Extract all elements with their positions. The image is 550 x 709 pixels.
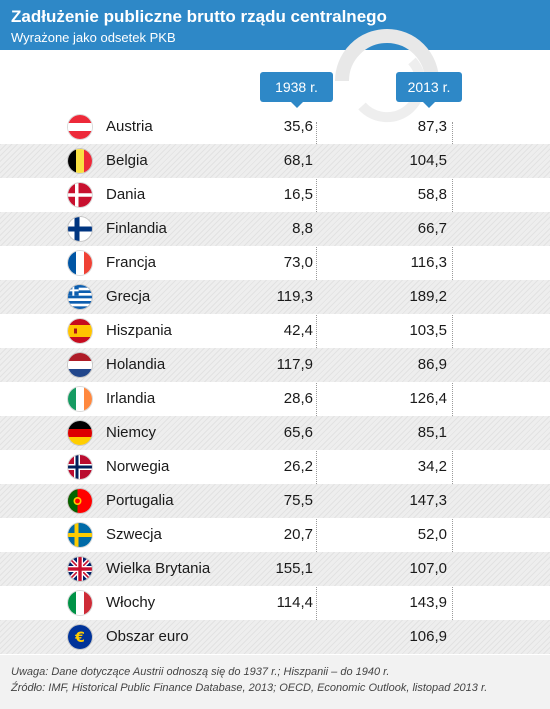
source-note: Źródło: IMF, Historical Public Finance D… xyxy=(11,682,488,694)
country-label: Szwecja xyxy=(106,526,162,543)
country-label: Norwegia xyxy=(106,458,170,475)
austria-flag-icon xyxy=(68,115,92,139)
column-header-1938: 1938 r. xyxy=(260,72,333,108)
country-label: Niemcy xyxy=(106,424,157,441)
value-1938: 42,4 xyxy=(283,322,313,339)
table-row: Szwecja 20,7 52,0 xyxy=(0,518,550,552)
table-row: Belgia 68,1 104,5 xyxy=(0,144,550,178)
table-row: Grecja 119,3 189,2 xyxy=(0,280,550,314)
column-divider-1938 xyxy=(316,122,317,662)
value-2013: 189,2 xyxy=(409,288,447,305)
uk-flag-icon xyxy=(68,557,92,581)
value-2013: 86,9 xyxy=(417,356,447,373)
country-label: Francja xyxy=(106,254,157,271)
country-label: Austria xyxy=(106,118,153,135)
column-divider-2013 xyxy=(452,122,453,662)
value-1938: 20,7 xyxy=(283,526,313,543)
chart-subtitle: Wyrażone jako odsetek PKB xyxy=(11,30,176,45)
value-2013: 66,7 xyxy=(417,220,447,237)
finland-flag-icon xyxy=(68,217,92,241)
table-row: Francja 73,0 116,3 xyxy=(0,246,550,280)
value-1938: 28,6 xyxy=(283,390,313,407)
sweden-flag-icon xyxy=(68,523,92,547)
value-2013: 143,9 xyxy=(409,594,447,611)
country-label: Belgia xyxy=(106,152,148,169)
country-label: Włochy xyxy=(106,594,156,611)
footer-panel xyxy=(0,655,550,709)
belgium-flag-icon xyxy=(68,149,92,173)
norway-flag-icon xyxy=(68,455,92,479)
value-1938: 16,5 xyxy=(283,186,313,203)
france-flag-icon xyxy=(68,251,92,275)
country-label: Obszar euro xyxy=(106,628,189,645)
value-1938: 35,6 xyxy=(283,118,313,135)
value-1938: 114,4 xyxy=(276,594,313,611)
euro-icon: € xyxy=(68,625,92,649)
country-label: Hiszpania xyxy=(106,322,172,339)
value-1938: 75,5 xyxy=(283,492,313,509)
value-1938: 73,0 xyxy=(283,254,313,271)
country-label: Holandia xyxy=(106,356,166,373)
table-row: Niemcy 65,6 85,1 xyxy=(0,416,550,450)
value-2013: 58,8 xyxy=(417,186,447,203)
value-1938: 119,3 xyxy=(276,288,313,305)
table-row: Wielka Brytania 155,1 107,0 xyxy=(0,552,550,586)
column-header-2013: 2013 r. xyxy=(396,72,462,108)
country-label: Finlandia xyxy=(106,220,167,237)
table-row: Irlandia 28,6 126,4 xyxy=(0,382,550,416)
table-row: Hiszpania 42,4 103,5 xyxy=(0,314,550,348)
germany-flag-icon xyxy=(68,421,92,445)
svg-text:€: € xyxy=(74,630,85,646)
value-2013: 85,1 xyxy=(417,424,447,441)
italy-flag-icon xyxy=(68,591,92,615)
denmark-flag-icon xyxy=(68,183,92,207)
chart-title: Zadłużenie publiczne brutto rządu centra… xyxy=(11,7,387,26)
value-2013: 107,0 xyxy=(409,560,447,577)
value-1938: 117,9 xyxy=(276,356,313,373)
value-1938: 155,1 xyxy=(275,560,313,577)
footnote: Uwaga: Dane dotyczące Austrii odnoszą si… xyxy=(11,666,390,678)
country-label: Dania xyxy=(106,186,146,203)
country-label: Irlandia xyxy=(106,390,156,407)
header-bar xyxy=(0,0,550,50)
spain-flag-icon xyxy=(68,319,92,343)
table-row: Finlandia 8,8 66,7 xyxy=(0,212,550,246)
value-1938: 68,1 xyxy=(283,152,313,169)
table-row: Holandia 117,9 86,9 xyxy=(0,348,550,382)
table-row: Portugalia 75,5 147,3 xyxy=(0,484,550,518)
country-label: Portugalia xyxy=(106,492,174,509)
value-2013: 106,9 xyxy=(409,628,447,645)
value-2013: 34,2 xyxy=(417,458,447,475)
country-label: Grecja xyxy=(106,288,151,305)
portugal-flag-icon xyxy=(68,489,92,513)
ireland-flag-icon xyxy=(68,387,92,411)
netherlands-flag-icon xyxy=(68,353,92,377)
value-2013: 103,5 xyxy=(409,322,447,339)
value-1938: 26,2 xyxy=(283,458,313,475)
table-row: Norwegia 26,2 34,2 xyxy=(0,450,550,484)
data-table: Austria 35,6 87,3 Belgia 68,1 104,5 Dania 16,5 5… xyxy=(0,110,550,654)
table-row: Austria 35,6 87,3 xyxy=(0,110,550,144)
table-row: Włochy 114,4 143,9 xyxy=(0,586,550,620)
table-row: € Obszar euro 106,9 xyxy=(0,620,550,654)
value-2013: 104,5 xyxy=(409,152,447,169)
value-2013: 147,3 xyxy=(409,492,447,509)
table-row: Dania 16,5 58,8 xyxy=(0,178,550,212)
country-label: Wielka Brytania xyxy=(106,560,211,577)
value-2013: 126,4 xyxy=(409,390,447,407)
value-1938: 65,6 xyxy=(283,424,313,441)
value-1938: 8,8 xyxy=(292,220,313,237)
greece-flag-icon xyxy=(68,285,92,309)
value-2013: 52,0 xyxy=(417,526,447,543)
value-2013: 116,3 xyxy=(410,254,447,271)
value-2013: 87,3 xyxy=(417,118,447,135)
